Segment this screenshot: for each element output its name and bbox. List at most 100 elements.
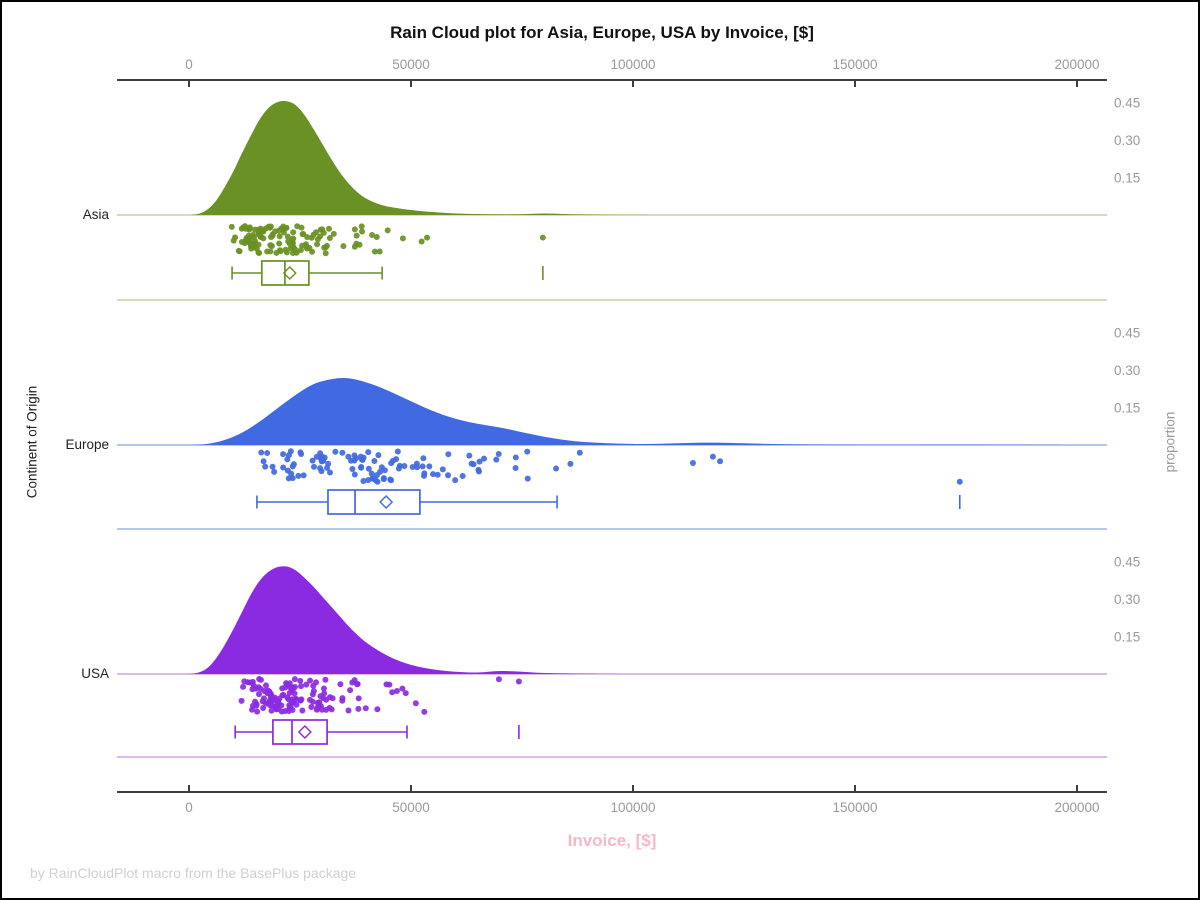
rain-point-asia bbox=[539, 234, 546, 241]
y-axis-label: Continent of Origin bbox=[24, 385, 40, 499]
rain-point-europe bbox=[452, 477, 459, 484]
rain-point-asia bbox=[399, 235, 406, 242]
group-label-usa: USA bbox=[81, 666, 109, 681]
rain-point-usa bbox=[374, 706, 381, 713]
rain-point-asia bbox=[282, 246, 289, 253]
rain-point-europe bbox=[349, 466, 356, 473]
rain-point-asia bbox=[286, 240, 293, 247]
x-tick-label: 50000 bbox=[392, 57, 430, 72]
rain-point-usa bbox=[313, 679, 320, 686]
rain-point-usa bbox=[260, 705, 267, 712]
rain-point-europe bbox=[439, 466, 446, 473]
rain-point-europe bbox=[260, 458, 267, 465]
rain-point-asia bbox=[268, 243, 275, 250]
rain-point-usa bbox=[362, 705, 369, 712]
rain-point-asia bbox=[314, 241, 321, 248]
rain-point-europe bbox=[309, 457, 316, 464]
rain-point-asia bbox=[256, 250, 263, 257]
rain-point-europe bbox=[395, 465, 402, 472]
rain-point-usa bbox=[249, 702, 256, 709]
x-tick-label: 0 bbox=[185, 57, 193, 72]
rain-point-asia bbox=[373, 233, 380, 240]
rain-point-europe bbox=[298, 450, 305, 457]
rain-point-asia bbox=[240, 224, 247, 231]
rain-point-europe bbox=[258, 449, 265, 456]
rain-point-usa bbox=[347, 687, 354, 694]
rain-point-europe bbox=[956, 478, 963, 485]
rain-point-usa bbox=[313, 706, 320, 713]
rain-point-asia bbox=[260, 227, 267, 234]
rain-point-asia bbox=[314, 236, 321, 243]
rain-point-europe bbox=[262, 463, 269, 470]
rain-point-usa bbox=[291, 676, 298, 683]
rain-point-usa bbox=[268, 707, 275, 714]
rain-point-asia bbox=[243, 234, 250, 241]
rain-point-europe bbox=[327, 469, 334, 476]
proportion-tick-label: 0.30 bbox=[1114, 592, 1140, 607]
rain-point-usa bbox=[421, 708, 428, 715]
group-label-asia: Asia bbox=[82, 207, 109, 222]
rain-point-europe bbox=[300, 472, 307, 479]
rain-point-asia bbox=[351, 226, 358, 233]
x-tick-label: 100000 bbox=[610, 800, 655, 815]
rain-point-usa bbox=[275, 705, 282, 712]
rain-point-asia bbox=[273, 249, 280, 256]
rain-point-usa bbox=[297, 677, 304, 684]
rain-point-usa bbox=[262, 682, 269, 689]
rain-point-usa bbox=[329, 695, 336, 702]
rain-point-europe bbox=[709, 453, 716, 460]
rain-point-europe bbox=[512, 454, 519, 461]
rain-point-usa bbox=[399, 685, 406, 692]
rain-point-usa bbox=[495, 676, 502, 683]
rain-point-usa bbox=[303, 681, 310, 688]
box-europe bbox=[327, 489, 421, 515]
rain-point-asia bbox=[325, 225, 332, 232]
rain-point-europe bbox=[434, 471, 441, 478]
rain-point-europe bbox=[717, 458, 724, 465]
rain-point-asia bbox=[267, 223, 274, 230]
rain-point-asia bbox=[303, 245, 310, 252]
rain-point-asia bbox=[376, 248, 383, 255]
rain-point-usa bbox=[393, 687, 400, 694]
rain-point-usa bbox=[309, 698, 316, 705]
rain-point-europe bbox=[445, 472, 452, 479]
rain-point-europe bbox=[360, 478, 367, 485]
rain-point-asia bbox=[304, 234, 311, 241]
rain-point-asia bbox=[320, 229, 327, 236]
rain-point-usa bbox=[264, 690, 271, 697]
rain-point-europe bbox=[332, 448, 339, 455]
rain-point-europe bbox=[368, 470, 375, 477]
rain-point-europe bbox=[351, 471, 358, 478]
rain-point-europe bbox=[377, 468, 384, 475]
rain-point-europe bbox=[430, 471, 437, 478]
rain-point-usa bbox=[287, 684, 294, 691]
rain-point-usa bbox=[259, 698, 266, 705]
rain-point-usa bbox=[412, 700, 419, 707]
rain-point-europe bbox=[394, 448, 401, 455]
rain-point-usa bbox=[339, 697, 346, 704]
rain-point-asia bbox=[371, 248, 378, 255]
mean-diamond-asia bbox=[282, 266, 297, 280]
footnote: by RainCloudPlot macro from the BasePlus… bbox=[30, 865, 357, 881]
rain-point-europe bbox=[365, 465, 372, 472]
rain-point-europe bbox=[445, 451, 452, 458]
rain-point-usa bbox=[286, 690, 293, 697]
rain-point-asia bbox=[353, 240, 360, 247]
rain-point-europe bbox=[413, 460, 420, 467]
rain-point-asia bbox=[359, 228, 366, 235]
rain-point-usa bbox=[355, 705, 362, 712]
rain-point-europe bbox=[512, 464, 519, 471]
rain-point-asia bbox=[267, 248, 274, 255]
proportion-tick-label: 0.45 bbox=[1114, 555, 1140, 570]
rain-point-usa bbox=[297, 697, 304, 704]
rain-point-europe bbox=[371, 457, 378, 464]
rain-point-europe bbox=[290, 461, 297, 468]
box-usa bbox=[272, 719, 328, 745]
rain-point-usa bbox=[280, 691, 287, 698]
rain-point-usa bbox=[298, 683, 305, 690]
rain-point-europe bbox=[271, 468, 278, 475]
rain-point-usa bbox=[354, 681, 361, 688]
x-tick-label: 200000 bbox=[1054, 57, 1099, 72]
proportion-tick-label: 0.15 bbox=[1114, 171, 1140, 186]
rain-point-europe bbox=[409, 464, 416, 471]
